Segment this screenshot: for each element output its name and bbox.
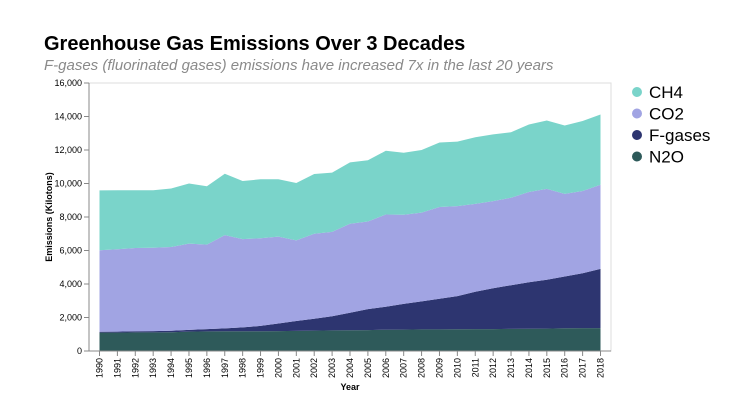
x-tick-label: 1991 (112, 358, 122, 378)
y-tick-label: 8,000 (59, 212, 82, 222)
y-tick-label: 16,000 (54, 78, 82, 88)
legend-swatch (632, 130, 642, 140)
x-tick-label: 2013 (506, 358, 516, 378)
area-ch4 (99, 114, 601, 251)
legend-swatch (632, 87, 642, 97)
x-tick-label: 1992 (130, 358, 140, 378)
area-layer (99, 114, 601, 351)
y-tick-label: 2,000 (59, 313, 82, 323)
x-tick-label: 1998 (238, 358, 248, 378)
x-tick-label: 2002 (309, 358, 319, 378)
legend-item-n2o[interactable]: N2O (632, 148, 684, 167)
x-tick-label: 2011 (470, 358, 480, 377)
legend-item-co2[interactable]: CO2 (632, 105, 684, 124)
x-axis-title: Year (340, 382, 360, 392)
legend-swatch (632, 108, 642, 119)
x-tick-label: 2004 (345, 358, 355, 378)
x-tick-label: 2017 (578, 358, 588, 378)
x-tick-label: 2016 (560, 358, 570, 378)
legend-item-f-gases[interactable]: F-gases (632, 126, 710, 145)
area-co2 (99, 184, 601, 332)
x-tick-label: 2000 (273, 358, 283, 378)
x-tick-label: 1993 (148, 358, 158, 378)
legend[interactable]: CH4 CO2 F-gases N2O (632, 83, 710, 167)
x-tick-label: 1995 (184, 358, 194, 378)
legend-label: CH4 (649, 83, 683, 102)
y-tick-label: 4,000 (59, 279, 82, 289)
x-tick-label: 2005 (363, 358, 373, 378)
area-f-gases (99, 268, 601, 333)
y-tick-label: 0 (77, 346, 82, 356)
y-tick-label: 6,000 (59, 246, 82, 256)
x-tick-label: 2010 (452, 358, 462, 378)
axes-layer: 0 2,000 4,000 6,000 8,000 10,000 12,000 14,000 1… (44, 78, 612, 392)
x-tick-label: 2014 (524, 358, 534, 378)
x-tick-label: 2001 (291, 358, 301, 378)
y-axis-title: Emissions (Kilotons) (44, 172, 54, 262)
x-tick-label: 1996 (202, 358, 212, 378)
chart-title: Greenhouse Gas Emissions Over 3 Decades (44, 33, 466, 55)
legend-item-ch4[interactable]: CH4 (632, 83, 683, 102)
x-tick-label: 2018 (596, 358, 606, 378)
legend-swatch (632, 151, 642, 162)
chart-subtitle: F-gases (fluorinated gases) emissions ha… (44, 57, 554, 74)
x-tick-label: 2006 (381, 358, 391, 378)
x-tick-label: 2007 (399, 358, 409, 378)
x-tick-label: 2012 (488, 358, 498, 378)
x-tick-label: 1990 (95, 358, 105, 378)
legend-label: F-gases (649, 126, 710, 145)
x-tick-label: 1994 (166, 358, 176, 378)
x-tick-label: 2003 (327, 358, 337, 378)
x-tick-label: 1999 (256, 358, 266, 378)
x-tick-label: 2015 (542, 358, 552, 378)
y-tick-label: 12,000 (54, 145, 82, 155)
legend-label: CO2 (649, 105, 684, 124)
y-tick-label: 10,000 (54, 179, 82, 189)
x-tick-label: 2009 (434, 358, 444, 378)
x-tick-label: 1997 (220, 358, 230, 378)
y-tick-label: 14,000 (54, 112, 82, 122)
area-n2o (99, 328, 601, 351)
legend-label: N2O (649, 148, 684, 167)
x-tick-label: 2008 (417, 358, 427, 378)
